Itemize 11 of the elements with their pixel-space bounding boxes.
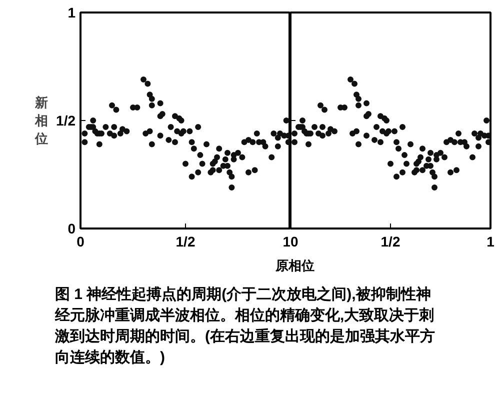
x-tick-label: 1 [486,234,495,250]
x-tick-label: 0 [290,234,298,250]
x-axis-title: 原相位 [276,257,314,275]
y-tick-label: 1/2 [56,112,76,128]
y-axis-title: 新相位 [34,95,48,146]
x-tick-label: 1/2 [176,234,196,250]
x-tick-label: 1 [282,234,291,250]
caption: 图 1 神经性起搏点的周期(介于二次放电之间),被抑制性神经元脉冲重调成半波相位。相位的精确变化,大致取决于刺激到达时周期的时间。(在右边重复出现的是加强其水平方向连续的数值。) [55,285,436,368]
y-tick-label: 1 [68,4,76,20]
y-tick-label: 0 [68,220,76,236]
x-tick-label: 1/2 [380,234,400,250]
